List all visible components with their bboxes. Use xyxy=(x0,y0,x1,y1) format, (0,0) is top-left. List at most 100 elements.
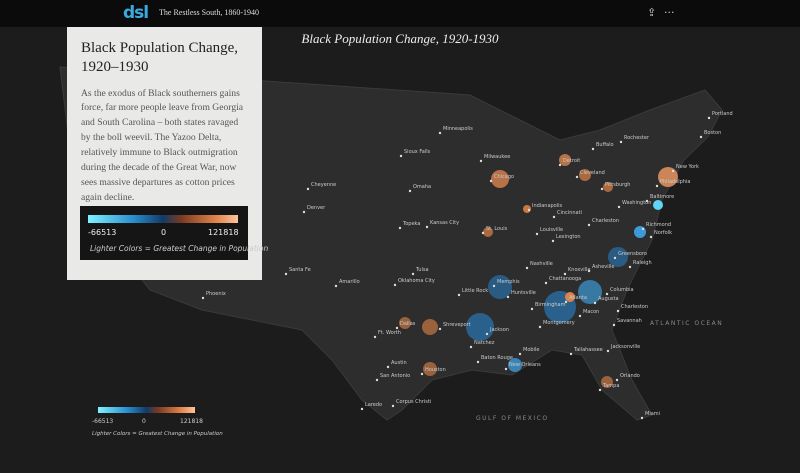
city-label: Austin xyxy=(391,360,407,366)
panel-legend: -66513 0 121818 Lighter Colors = Greates… xyxy=(80,206,268,260)
city-dot xyxy=(575,175,579,179)
city-dot xyxy=(518,352,522,356)
city-dot xyxy=(373,335,377,339)
city-label: Miami xyxy=(645,411,660,417)
city-label: Washington xyxy=(622,200,651,206)
city-dot xyxy=(457,293,461,297)
city-label: Charleston xyxy=(621,304,648,310)
city-dot xyxy=(616,309,620,313)
city-dot xyxy=(612,323,616,327)
city-label: Mobile xyxy=(523,347,539,353)
city-dot xyxy=(420,372,424,376)
city-dot xyxy=(699,135,703,139)
panel-title: Black Population Change, 1920–1930 xyxy=(81,40,239,75)
city-dot xyxy=(438,327,442,331)
city-label: Montgomery xyxy=(543,320,575,326)
map-legend-min: -66513 xyxy=(92,418,114,425)
city-label: Savannah xyxy=(617,318,642,324)
legend-caption: Lighter Colors = Greatest Change in Popu… xyxy=(90,244,269,253)
city-label: Tampa xyxy=(602,383,619,389)
city-label: New Orleans xyxy=(509,362,541,368)
city-label: Dallas xyxy=(400,321,416,327)
city-dot xyxy=(485,332,489,336)
city-dot xyxy=(552,215,556,219)
city-label: Topeka xyxy=(402,221,420,227)
city-dot xyxy=(425,225,429,229)
city-label: Laredo xyxy=(365,402,382,408)
city-dot xyxy=(479,159,483,163)
city-dot xyxy=(399,154,403,158)
city-label: Tallahassee xyxy=(573,347,603,353)
city-dot xyxy=(438,131,442,135)
city-label: Norfolk xyxy=(654,230,672,236)
city-dot xyxy=(408,189,412,193)
city-dot xyxy=(492,284,496,288)
city-dot xyxy=(411,272,415,276)
city-label: Cheyenne xyxy=(311,182,336,188)
city-label: Asheville xyxy=(592,264,614,270)
city-dot xyxy=(398,226,402,230)
city-dot xyxy=(593,301,597,305)
city-dot xyxy=(600,187,604,191)
city-dot xyxy=(649,235,653,239)
city-dot xyxy=(645,199,649,203)
city-dot xyxy=(334,284,338,288)
city-label: New York xyxy=(676,164,699,170)
city-dot xyxy=(707,116,711,120)
city-dot xyxy=(538,325,542,329)
city-label: Amarillo xyxy=(339,279,360,285)
city-label: Lexington xyxy=(556,234,581,240)
header: dsl The Restless South, 1860-1940 ⇪ ··· xyxy=(0,0,800,27)
city-label: Shreveport xyxy=(443,322,471,328)
map-legend-mid: 0 xyxy=(142,418,146,425)
city-label: Indianapolis xyxy=(532,203,563,209)
city-label: Birmingham xyxy=(535,302,566,308)
city-label: Baltimore xyxy=(650,194,674,200)
city-label: Chicago xyxy=(494,174,514,180)
city-dot xyxy=(587,269,591,273)
city-dot xyxy=(613,256,617,260)
city-label: Charleston xyxy=(592,218,619,224)
more-button[interactable]: ··· xyxy=(664,6,675,19)
city-dot xyxy=(606,349,610,353)
city-dot xyxy=(598,388,602,392)
population-dots xyxy=(399,154,678,388)
city-label: Richmond xyxy=(646,222,671,228)
city-dot xyxy=(302,210,306,214)
city-label: Milwaukee xyxy=(484,154,510,160)
city-label: Pittsburgh xyxy=(605,182,630,188)
city-label: Tulsa xyxy=(415,267,429,273)
city-dot xyxy=(655,184,659,188)
city-dot xyxy=(481,231,485,235)
city-label: Sioux Falls xyxy=(404,149,431,155)
city-label: Greensboro xyxy=(618,251,647,257)
city-label: Detroit xyxy=(563,158,580,164)
city-label: San Antonio xyxy=(380,373,410,379)
map-legend-max: 121818 xyxy=(180,418,203,425)
city-dot xyxy=(591,147,595,151)
legend-gradient xyxy=(88,215,238,223)
city-label: Nashville xyxy=(530,261,553,267)
panel-body: As the exodus of Black southerners gains… xyxy=(81,87,244,203)
city-label: Omaha xyxy=(413,184,431,190)
city-dot xyxy=(284,272,288,276)
city-label: Chattanooga xyxy=(549,276,581,282)
city-dot xyxy=(544,281,548,285)
share-button[interactable]: ⇪ xyxy=(647,6,657,19)
city-dot xyxy=(527,208,531,212)
city-label: Knoxville xyxy=(568,267,591,273)
city-label: Buffalo xyxy=(596,142,614,148)
city-label: Columbia xyxy=(610,287,634,293)
city-dot xyxy=(504,367,508,371)
city-dot xyxy=(617,205,621,209)
city-label: Ft. Worth xyxy=(378,330,401,336)
city-label: Louisville xyxy=(540,227,563,233)
city-dot xyxy=(535,232,539,236)
logo[interactable]: dsl xyxy=(123,3,149,23)
city-label: Oklahoma City xyxy=(398,278,435,284)
city-dot xyxy=(563,272,567,276)
city-dot xyxy=(525,266,529,270)
city-dot xyxy=(587,223,591,227)
map-legend-gradient xyxy=(98,407,195,413)
city-dot xyxy=(386,365,390,369)
